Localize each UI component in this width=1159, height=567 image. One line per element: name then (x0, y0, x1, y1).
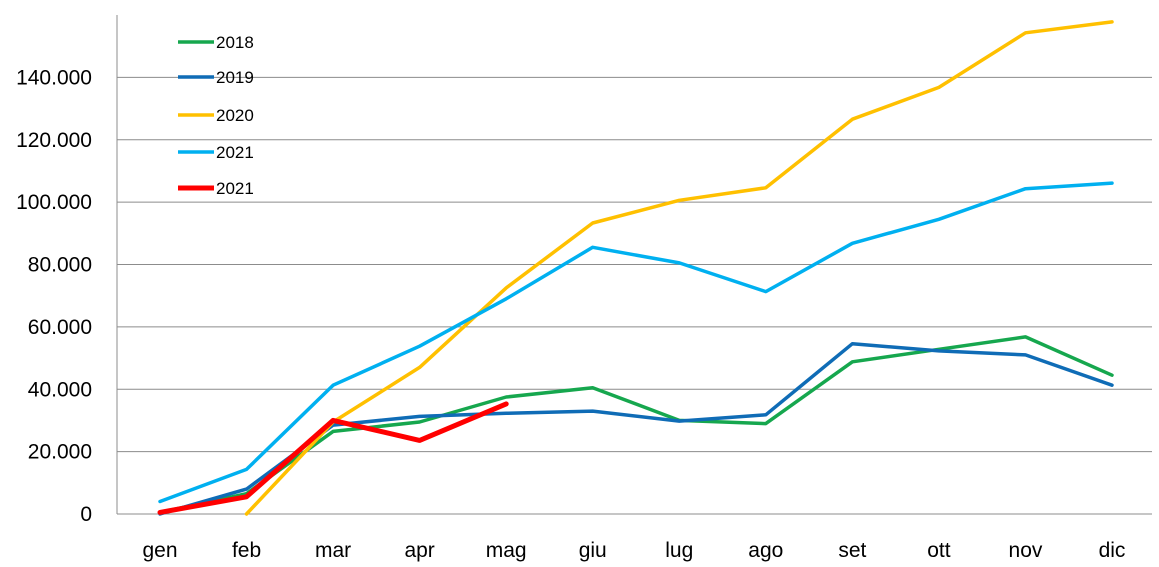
legend-label: 2021 (216, 179, 254, 198)
x-tick-label: dic (1099, 539, 1126, 562)
series-lines (157, 20, 1114, 516)
y-tick-label: 120.000 (16, 129, 92, 152)
axes (116, 15, 1152, 515)
x-tick-label: set (838, 539, 866, 562)
y-tick-label: 100.000 (16, 191, 92, 214)
legend-label: 2019 (216, 68, 254, 87)
x-tick-labels: gen feb mar apr mag giu lug ago set ott nov dic (142, 539, 1125, 562)
series-line-2018 (158, 335, 1114, 515)
x-tick-label: lug (665, 539, 693, 562)
legend-label: 2018 (216, 33, 254, 52)
y-tick-labels: 0 20.000 40.000 60.000 80.000 100.000 120.000 1… (16, 66, 92, 526)
y-tick-label: 140.000 (16, 66, 92, 89)
y-tick-label: 40.000 (28, 378, 92, 401)
x-tick-label: mag (486, 539, 527, 562)
gridlines (117, 76, 1152, 453)
y-tick-label: 60.000 (28, 316, 92, 339)
series-line-2021 (157, 401, 509, 515)
legend-label: 2020 (216, 106, 254, 125)
x-tick-label: apr (404, 539, 434, 562)
series-line-2021 (158, 181, 1114, 504)
x-tick-label: gen (142, 539, 177, 562)
x-tick-label: feb (232, 539, 261, 562)
y-tick-label: 80.000 (28, 254, 92, 277)
x-tick-label: nov (1009, 539, 1043, 562)
series-line-2019 (158, 341, 1114, 516)
x-tick-label: ago (748, 539, 783, 562)
series-line-2020 (244, 20, 1114, 516)
legend: 2018 2019 2020 2021 2021 (178, 33, 254, 198)
y-tick-label: 0 (80, 503, 92, 526)
y-tick-label: 20.000 (28, 441, 92, 464)
x-tick-label: mar (315, 539, 351, 562)
legend-label: 2021 (216, 143, 254, 162)
x-tick-label: ott (927, 539, 951, 562)
x-tick-label: giu (579, 539, 607, 562)
